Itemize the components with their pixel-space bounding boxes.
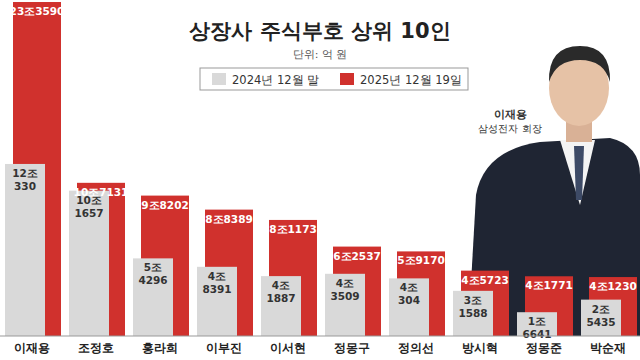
data-label: 4조8391 [202,270,231,295]
x-tick-label: 홍라희 [142,341,178,355]
data-label-line: 1조 [528,315,546,327]
x-tick-label: 박순재 [590,341,626,355]
legend-swatch [340,73,354,85]
bar [325,274,365,336]
caption: 이재용 [494,108,527,121]
data-label-line: 4296 [138,274,167,286]
data-label-line: 1887 [266,292,295,304]
data-labels: 23조359010조71319조82028조83898조11736조25375조… [10,5,637,340]
x-tick-labels: 이재용 조정호 홍라희 이부진 이서현 정몽구 정의선 방시혁 정몽준 박순재 [14,341,626,355]
data-label: 5조9170 [397,254,445,266]
data-label: 5조4296 [138,261,167,286]
legend-frame [200,68,468,90]
data-label-line: 3509 [330,290,359,302]
x-tick-label: 방시혁 [462,341,498,355]
data-label-line: 3조 [464,294,482,306]
data-label: 8조8389 [205,213,253,225]
data-label: 8조1173 [269,223,317,235]
bar [389,278,429,336]
x-axis [0,336,640,337]
data-label-line: 5조 [144,261,162,273]
data-label: 6조2537 [333,250,381,262]
bar [5,164,45,336]
bar [581,300,621,336]
data-label: 4조1771 [525,279,573,291]
portrait-hair [549,46,610,82]
x-tick-label: 정몽구 [334,341,370,355]
subtitle: 단위: 억 원 [293,48,348,61]
chart: 이재용삼성전자 회장상장사 주식부호 상위 10인단위: 억 원2024년 12… [0,0,640,360]
bar [197,267,237,336]
bar [261,276,301,336]
data-label-line: 1588 [458,307,487,319]
legend-label: 2024년 12월 말 [232,73,319,87]
data-label-line: 4조 [272,279,290,291]
data-label: 4조1230 [589,280,637,292]
data-label-line: 6641 [522,328,551,340]
data-label: 3조1588 [458,294,487,319]
data-label: 4조1887 [266,279,295,304]
data-label-line: 10조 [76,194,102,206]
data-label: 4조3509 [330,277,359,302]
x-tick-label: 이재용 [14,341,50,355]
data-label-line: 8391 [202,283,231,295]
data-label: 4조304 [398,281,420,306]
bar [69,191,109,336]
title: 상장사 주식부호 상위 10인 [189,19,450,43]
data-label: 23조3590 [10,5,65,17]
legend-label: 2025년 12월 19일 [360,73,462,87]
x-tick-label: 정몽준 [526,341,562,355]
bar [133,258,173,336]
data-label-line: 4조 [208,270,226,282]
data-label-line: 330 [14,180,36,192]
x-tick-label: 이부진 [206,341,242,355]
data-label-line: 4조 [336,277,354,289]
legend-swatch [212,73,226,85]
data-label: 9조8202 [141,199,189,211]
data-label-line: 4조 [400,281,418,293]
page: {"chart_data": { "type": "bar", "title":… [0,0,640,360]
data-label: 10조1657 [74,194,103,219]
data-label-line: 5435 [586,316,615,328]
data-label-line: 12조 [12,167,38,179]
data-label-line: 2조 [592,303,610,315]
legend: 2024년 12월 말 2025년 12월 19일 [200,68,468,90]
caption: 삼성전자 회장 [478,123,541,134]
data-label: 12조330 [12,167,38,192]
data-label-line: 304 [398,294,420,306]
bars [5,2,637,336]
bar [453,291,493,336]
portrait-tie [574,146,584,200]
portrait-shirt [560,140,595,205]
data-label: 4조5723 [461,274,509,286]
x-tick-label: 정의선 [398,341,434,355]
data-label-line: 1657 [74,207,103,219]
x-tick-label: 조정호 [78,341,114,355]
data-label: 2조5435 [586,303,615,328]
x-tick-label: 이서현 [270,341,306,355]
